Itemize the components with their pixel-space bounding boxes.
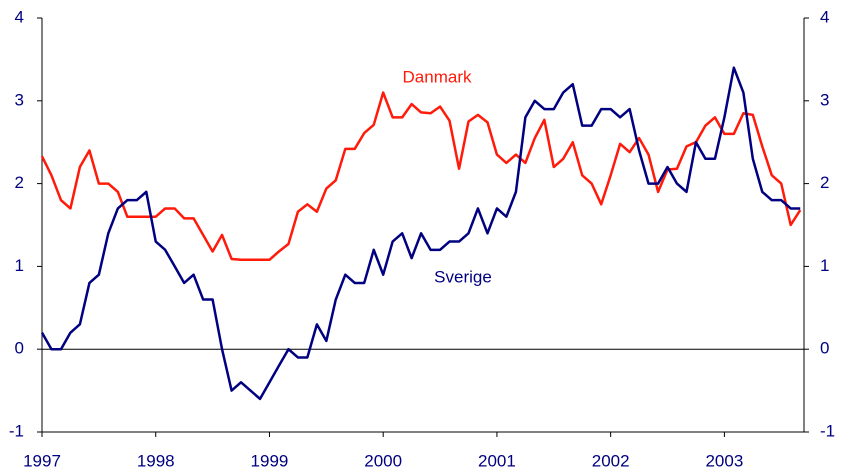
x-tick-label: 2001 — [478, 451, 516, 470]
y-tick-label: 3 — [15, 90, 24, 109]
y2-tick-label: 2 — [820, 173, 829, 192]
y2-tick-label: -1 — [820, 421, 835, 440]
y-tick-label: 2 — [15, 173, 24, 192]
x-tick-label: 2002 — [592, 451, 630, 470]
series-line — [40, 66, 801, 401]
y-tick-label: 1 — [15, 256, 24, 275]
series-label: Danmark — [403, 67, 472, 86]
x-tick-label: 1997 — [23, 451, 61, 470]
x-tick-label: 1998 — [137, 451, 175, 470]
y-tick-label: 4 — [15, 7, 24, 26]
x-tick-label: 1999 — [251, 451, 289, 470]
series-line — [40, 91, 802, 262]
series-label: Sverige — [434, 267, 492, 286]
y2-tick-label: 4 — [820, 7, 829, 26]
y-tick-label: -1 — [9, 421, 24, 440]
y2-tick-label: 0 — [820, 339, 829, 358]
x-tick-label: 2003 — [705, 451, 743, 470]
y2-tick-label: 1 — [820, 256, 829, 275]
y2-tick-label: 3 — [820, 90, 829, 109]
y-tick-label: 0 — [15, 339, 24, 358]
x-tick-label: 2000 — [364, 451, 402, 470]
